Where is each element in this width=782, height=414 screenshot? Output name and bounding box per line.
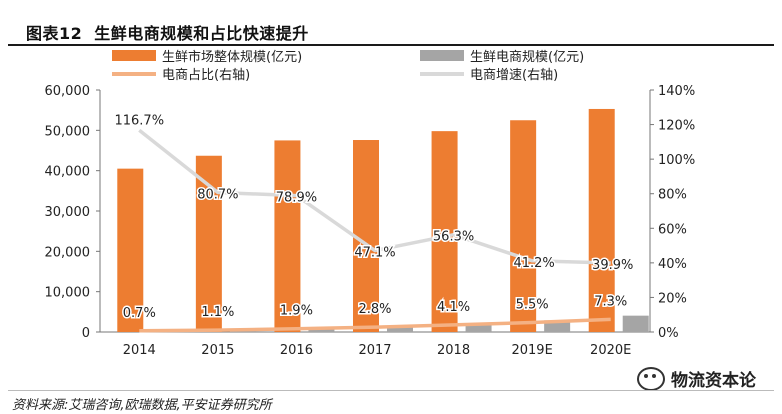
- wechat-icon: [637, 366, 665, 391]
- data-label-share: 7.3%: [594, 294, 627, 309]
- y-left-tick-label: 10,000: [45, 286, 91, 301]
- legend-swatch-1: [420, 50, 464, 61]
- x-tick-label: 2018: [437, 343, 470, 358]
- y-left-tick-label: 60,000: [45, 84, 91, 99]
- bar-ecommerce-size: [544, 320, 571, 332]
- legend-swatch-0: [112, 50, 156, 61]
- data-label-share: 1.1%: [201, 305, 234, 320]
- bar-market-size: [431, 131, 458, 332]
- bar-market-size: [353, 140, 379, 332]
- data-label-growth: 39.9%: [592, 258, 633, 273]
- data-label-share: 2.8%: [358, 302, 391, 317]
- chart-svg: 生鲜市场整体规模(亿元) 生鲜电商规模(亿元) 电商占比(右轴) 电商增速(右轴) 0 1…: [45, 49, 696, 358]
- data-label-growth: 80.7%: [197, 188, 238, 203]
- bar-ecommerce-size: [387, 326, 413, 332]
- x-tick-label: 2014: [123, 343, 156, 358]
- bar-market-size: [588, 108, 615, 332]
- y-left-tick-label: 0: [82, 326, 90, 341]
- y-right-tick-label: 80%: [658, 188, 687, 203]
- y-right-tick-label: 100%: [658, 153, 695, 168]
- legend-label-3: 电商增速(右轴): [470, 68, 558, 83]
- figure-header: 图表12 生鲜电商规模和占比快速提升: [8, 6, 774, 46]
- line-ecommerce-growth: [138, 128, 611, 265]
- x-tick-label: 2020E: [590, 343, 631, 358]
- bar-market-size: [274, 140, 301, 332]
- bar-market-size: [510, 120, 537, 332]
- legend-label-0: 生鲜市场整体规模(亿元): [162, 49, 302, 65]
- x-tick-label: 2016: [280, 343, 313, 358]
- figure-title-text: 生鲜电商规模和占比快速提升: [94, 24, 309, 43]
- data-label-growth: 78.9%: [276, 191, 317, 206]
- data-label-growth: 41.2%: [513, 256, 554, 271]
- y-left-tick-label: 20,000: [45, 245, 91, 260]
- y-right-tick-label: 20%: [658, 291, 687, 306]
- source-divider: [8, 390, 774, 391]
- watermark-text: 物流资本论: [671, 371, 756, 391]
- watermark: 物流资本论: [637, 366, 756, 391]
- legend-label-1: 生鲜电商规模(亿元): [470, 50, 584, 65]
- figure-label: 图表12: [26, 24, 83, 43]
- source-note: 资料来源:艾瑞咨询,欧瑞数据,平安证券研究所: [12, 398, 272, 413]
- data-label-share: 5.5%: [516, 297, 549, 312]
- y-right-tick-label: 60%: [658, 222, 687, 237]
- y-right-tick-label: 140%: [658, 84, 695, 99]
- bar-ecommerce-size: [308, 328, 335, 332]
- data-label-share: 0.7%: [123, 306, 156, 321]
- x-tick-label: 2019E: [511, 343, 552, 358]
- data-label-share: 4.1%: [437, 300, 470, 315]
- x-tick-label: 2015: [201, 343, 234, 358]
- y-right-tick-label: 0%: [658, 326, 679, 341]
- y-left-tick-label: 40,000: [45, 165, 91, 180]
- bar-market-size: [117, 168, 144, 332]
- bar-ecommerce-size: [622, 315, 649, 332]
- data-label-growth: 47.1%: [354, 246, 395, 261]
- figure-title: 图表12 生鲜电商规模和占比快速提升: [26, 20, 321, 44]
- line-ecommerce-share: [139, 317, 611, 333]
- y-right-tick-label: 40%: [658, 257, 687, 272]
- legend-label-2: 电商占比(右轴): [162, 68, 250, 83]
- x-tick-label: 2017: [358, 343, 391, 358]
- data-label-growth: 56.3%: [433, 230, 474, 245]
- y-right-tick-label: 120%: [658, 119, 695, 134]
- y-left-tick-label: 30,000: [45, 205, 91, 220]
- bar-ecommerce-size: [465, 323, 492, 332]
- data-label-share: 1.9%: [280, 304, 313, 319]
- data-label-growth: 116.7%: [114, 113, 164, 128]
- y-left-tick-label: 50,000: [45, 124, 91, 139]
